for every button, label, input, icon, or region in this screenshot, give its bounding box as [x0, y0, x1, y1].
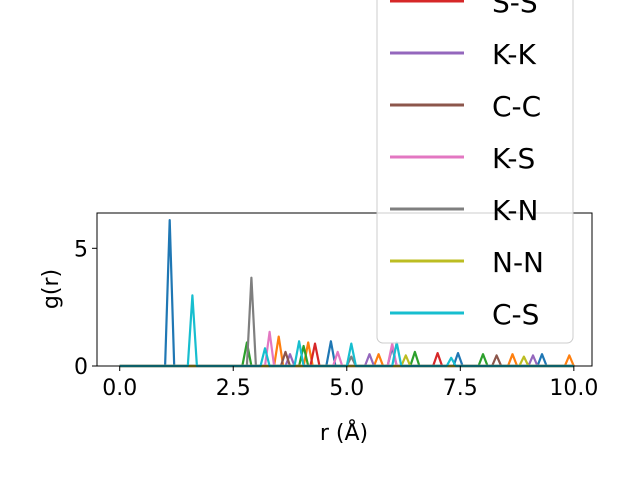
legend-label: C-C — [492, 90, 541, 123]
legend-label: K-K — [492, 38, 537, 71]
x-tick-label: 7.5 — [443, 376, 478, 401]
y-axis-label: g(r) — [39, 269, 64, 309]
y-tick-label: 5 — [74, 237, 88, 262]
x-tick-label: 10.0 — [549, 376, 598, 401]
legend-label: S-S — [492, 0, 538, 19]
series-line-k-s — [119, 330, 574, 368]
x-tick-label: 0.0 — [102, 376, 137, 401]
ticks-layer: 0.0 2.5 5.0 7.5 10.0 0 5 — [74, 237, 598, 401]
legend: S-S K-K C-C K-S K-N N-N C-S — [376, 0, 574, 344]
x-axis-label: r (Å) — [320, 419, 368, 446]
legend-label: K-N — [492, 194, 538, 227]
x-tick-label: 2.5 — [216, 376, 251, 401]
y-tick-label: 0 — [74, 355, 88, 380]
plot-frame — [96, 212, 593, 367]
legend-label: C-S — [492, 298, 539, 331]
legend-frame — [376, 0, 574, 344]
legend-label: K-S — [492, 142, 535, 175]
legend-label: N-N — [492, 246, 544, 279]
x-tick-label: 5.0 — [329, 376, 364, 401]
